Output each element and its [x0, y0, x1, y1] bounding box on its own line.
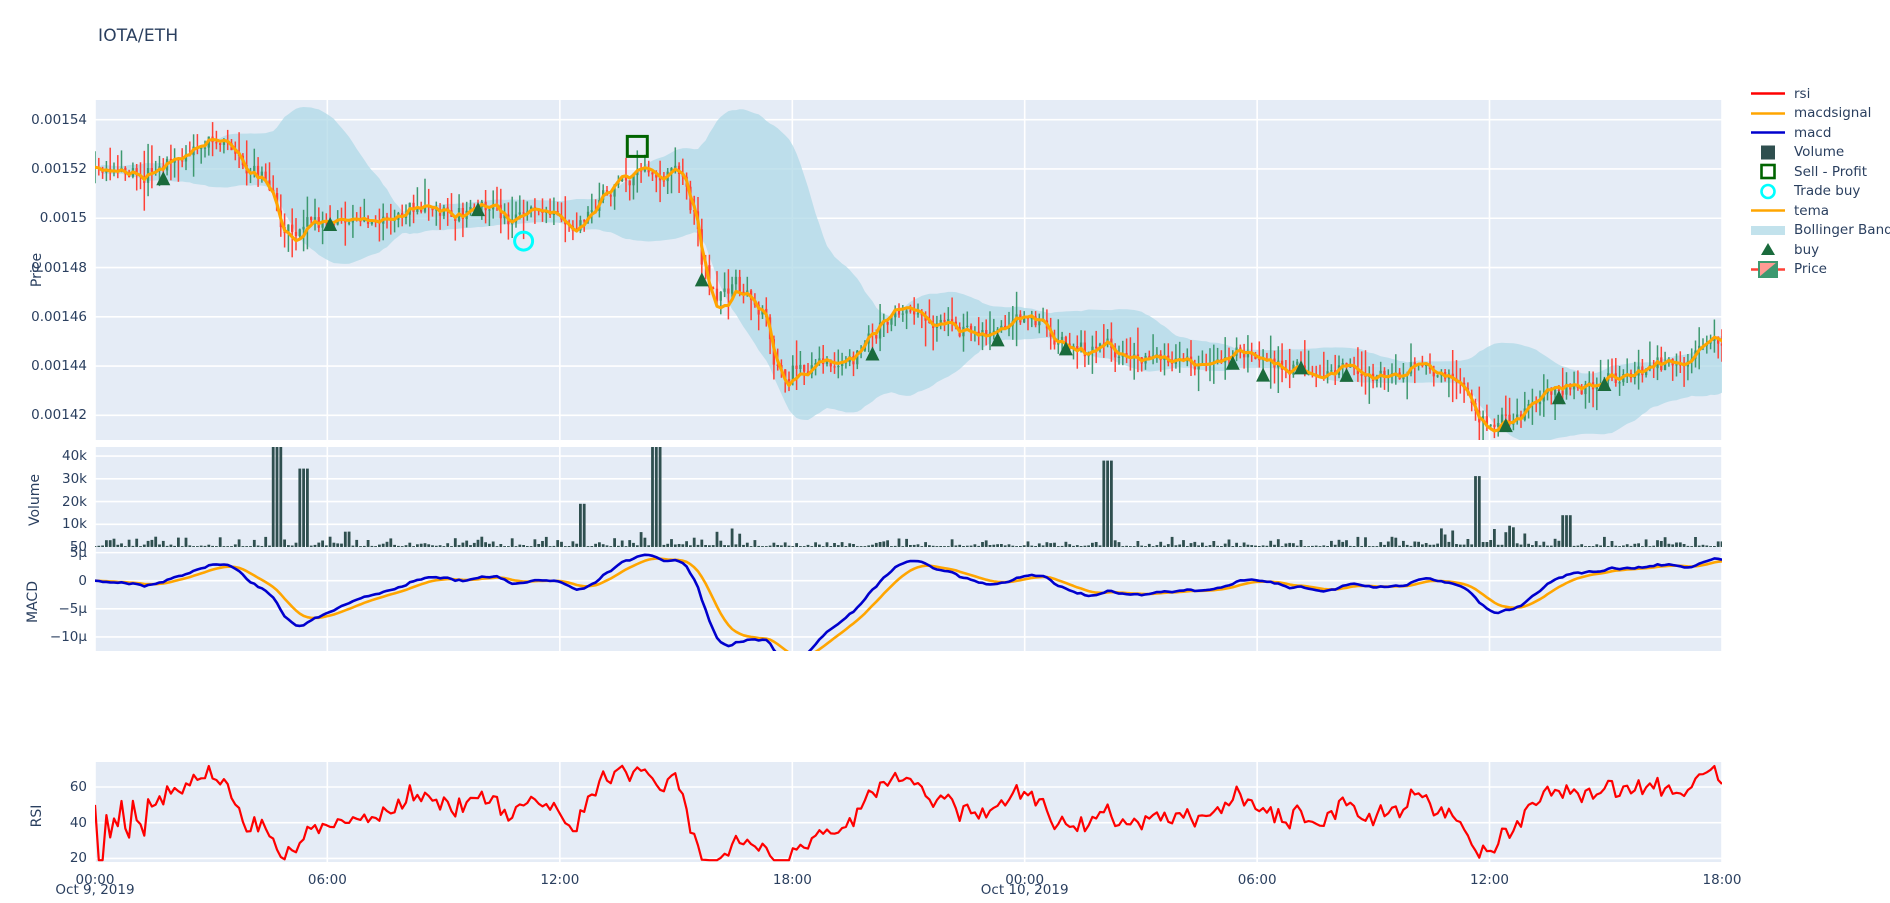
rsi-line: [95, 764, 1722, 862]
legend-item-trade-buy[interactable]: Trade buy: [1748, 182, 1890, 202]
legend-item-label: Trade buy: [1794, 183, 1861, 200]
volume-y-tick: 40k: [62, 448, 87, 465]
circle-open-icon: [1748, 182, 1788, 201]
legend-item-volume[interactable]: Volume: [1748, 143, 1890, 163]
x-axis-tick: 12:00: [540, 872, 580, 888]
x-axis-tick: 18:00: [1702, 872, 1742, 888]
volume-panel: [95, 447, 1722, 547]
volume-axis-label: Volume: [27, 473, 43, 527]
x-axis-tick: 00:00: [75, 872, 115, 888]
rsi-axis-label: RSI: [29, 804, 45, 828]
legend-item-label: Volume: [1794, 144, 1845, 161]
band-icon: [1748, 221, 1788, 240]
macd-line: [95, 553, 1722, 651]
legend-item-label: macdsignal: [1794, 105, 1872, 122]
macd-plot-svg: [95, 547, 1722, 651]
legend-item-macdsignal[interactable]: macdsignal: [1748, 104, 1890, 124]
legend: rsi macdsignal macd Volume Sell - Profit Trad…: [1748, 84, 1890, 279]
tema-line: [95, 138, 1722, 433]
volume-plot-svg: [95, 447, 1722, 547]
line-icon: [1748, 123, 1788, 142]
bollinger-band: [95, 107, 1722, 440]
trade-buy-marker: [513, 230, 535, 252]
x-axis-tick: 12:00: [1470, 872, 1509, 888]
page-title: IOTA/ETH: [98, 26, 179, 46]
legend-item-bollinger-band[interactable]: Bollinger Band: [1748, 221, 1890, 241]
buy-markers: [156, 171, 1612, 433]
legend-item-label: tema: [1794, 202, 1830, 219]
legend-item-label: Bollinger Band: [1794, 222, 1890, 239]
x-axis-date-label: Oct 9, 2019: [55, 882, 135, 898]
legend-item-price[interactable]: Price: [1748, 260, 1890, 280]
price-y-tick: 0.0015: [39, 210, 87, 227]
legend-item-macd[interactable]: macd: [1748, 123, 1890, 143]
x-axis-tick: 06:00: [307, 872, 347, 888]
macd-panel: [95, 547, 1722, 651]
x-axis-tick: 18:00: [772, 872, 812, 888]
macd-axis-label: MACD: [25, 581, 41, 623]
line-icon: [1748, 201, 1788, 220]
line-icon: [1748, 104, 1788, 123]
x-axis-date-label: Oct 10, 2019: [980, 882, 1069, 898]
x-axis-tick: 06:00: [1237, 872, 1277, 888]
legend-item-label: macd: [1794, 124, 1832, 141]
price-y-tick: 0.00152: [31, 160, 87, 177]
sell-profit-marker: [625, 134, 649, 158]
price-y-tick: 0.00154: [31, 111, 87, 128]
x-axis-tick: 00:00: [1005, 872, 1045, 888]
legend-item-sell-profit[interactable]: Sell - Profit: [1748, 162, 1890, 182]
volume-y-tick: 20k: [62, 493, 87, 510]
legend-item-label: Sell - Profit: [1794, 163, 1868, 180]
candle-icon: [1748, 260, 1788, 279]
rsi-y-tick: 60: [69, 779, 87, 795]
macd-y-tick: −5µ: [58, 600, 88, 617]
square-open-icon: [1748, 162, 1788, 181]
price-y-tick: 0.00144: [31, 358, 87, 375]
square-icon: [1748, 143, 1788, 162]
price-y-tick: 0.00148: [31, 259, 87, 276]
volume-y-tick: 10k: [62, 516, 87, 533]
rsi-y-tick: 20: [69, 850, 87, 867]
price-y-tick: 0.00146: [31, 308, 87, 325]
volume-y-tick: 30k: [62, 470, 87, 487]
macd-y-tick: 5µ: [69, 544, 87, 561]
rsi-plot-svg: [95, 762, 1722, 862]
macd-y-tick: −10µ: [49, 628, 87, 645]
price-panel: [95, 100, 1722, 440]
legend-item-label: buy: [1794, 241, 1820, 258]
macdsignal-line: [95, 557, 1722, 651]
legend-item-label: Price: [1794, 261, 1827, 278]
rsi-y-tick: 40: [69, 814, 87, 831]
rsi-panel: [95, 762, 1722, 862]
legend-item-rsi[interactable]: rsi: [1748, 84, 1890, 104]
volume-series: [95, 447, 1722, 547]
price-y-tick: 0.00142: [31, 407, 87, 424]
triangle-icon: [1748, 240, 1788, 259]
line-icon: [1748, 84, 1788, 103]
legend-item-buy[interactable]: buy: [1748, 240, 1890, 260]
legend-item-tema[interactable]: tema: [1748, 201, 1890, 221]
legend-item-label: rsi: [1794, 85, 1811, 102]
price-plot-svg: [95, 100, 1722, 440]
volume-y-tick: 50: [69, 538, 87, 555]
macd-y-tick: 0: [78, 572, 87, 589]
